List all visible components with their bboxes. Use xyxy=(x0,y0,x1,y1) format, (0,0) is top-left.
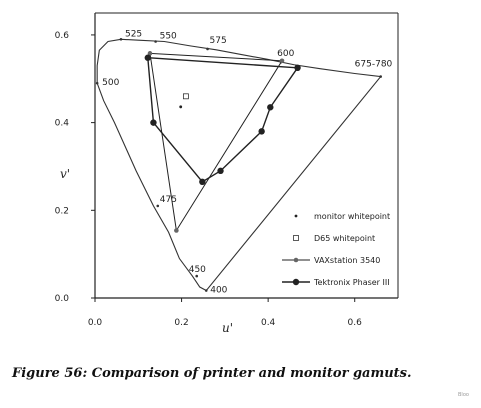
legend-dot-symbol xyxy=(294,214,298,218)
plot-frame-group xyxy=(94,12,399,299)
x-axis-label: u' xyxy=(222,321,233,335)
y-tick-label: 0.2 xyxy=(55,206,69,216)
tektronix-point xyxy=(294,64,301,72)
y-axis-label: v' xyxy=(60,167,70,181)
legend-square-symbol xyxy=(293,235,299,241)
gamut-chart: 0.0 0.2 0.4 0.6 0.0 0.2 0.4 0.6 400 450 475 500 525… xyxy=(55,12,399,335)
legend-point-symbol xyxy=(292,278,300,286)
x-tick-label: 0.6 xyxy=(348,318,363,328)
tektronix-point xyxy=(217,167,224,175)
wavelength-label: 550 xyxy=(160,32,177,42)
wavelength-label: 400 xyxy=(210,286,227,296)
x-tick-label: 0.2 xyxy=(174,318,188,328)
wavelength-label: 475 xyxy=(160,195,177,205)
vaxstation-gamut-line xyxy=(149,52,283,232)
x-tick-label: 0.0 xyxy=(88,318,103,328)
y-tick-label: 0.6 xyxy=(55,31,70,41)
wavelength-marker xyxy=(204,289,208,292)
corner-mark: Bloo xyxy=(458,392,469,398)
monitor-whitepoint-point xyxy=(179,105,183,109)
spectral-locus-line xyxy=(96,38,382,292)
legend-tektronix: Tektronix Phaser III xyxy=(313,278,390,287)
spectral-locus-group: 400 450 475 500 525 550 575 600 675-780 xyxy=(95,29,393,296)
figure-caption: Figure 56: Comparison of printer and mon… xyxy=(12,366,412,381)
wavelength-marker xyxy=(379,75,382,78)
wavelength-label: 600 xyxy=(277,49,294,59)
vaxstation-point xyxy=(174,228,179,233)
tektronix-point xyxy=(199,178,206,186)
legend-group: monitor whitepoint D65 whitepoint VAXstati… xyxy=(282,212,390,287)
wavelength-marker xyxy=(154,40,157,43)
wavelength-label: 575 xyxy=(210,36,227,46)
tektronix-point xyxy=(258,128,265,135)
wavelength-label: 525 xyxy=(125,29,142,39)
wavelength-marker xyxy=(95,81,99,85)
ticks-group: 0.0 0.2 0.4 0.6 0.0 0.2 0.4 0.6 xyxy=(55,31,362,328)
legend-point-symbol xyxy=(293,257,299,263)
tektronix-point xyxy=(144,54,152,61)
tektronix-point xyxy=(267,104,274,111)
vaxstation-point xyxy=(147,51,153,56)
series-group xyxy=(144,51,301,233)
wavelength-label: 675-780 xyxy=(355,60,393,70)
legend-monitor-whitepoint: monitor whitepoint xyxy=(314,212,390,221)
legend-vaxstation: VAXstation 3540 xyxy=(314,256,380,265)
wavelength-marker xyxy=(119,38,123,41)
wavelength-label: 500 xyxy=(102,78,119,88)
tektronix-gamut-line xyxy=(147,56,299,183)
vaxstation-point xyxy=(279,58,285,64)
y-tick-label: 0.0 xyxy=(55,294,70,304)
legend-d65-whitepoint: D65 whitepoint xyxy=(314,234,375,243)
x-tick-label: 0.4 xyxy=(261,318,276,328)
wavelength-marker xyxy=(156,204,160,208)
wavelength-label: 450 xyxy=(189,265,206,275)
wavelength-marker xyxy=(206,47,209,51)
wavelength-marker xyxy=(195,274,199,278)
d65-whitepoint-point xyxy=(182,93,189,100)
tektronix-point xyxy=(150,119,157,126)
y-tick-label: 0.4 xyxy=(55,119,70,129)
